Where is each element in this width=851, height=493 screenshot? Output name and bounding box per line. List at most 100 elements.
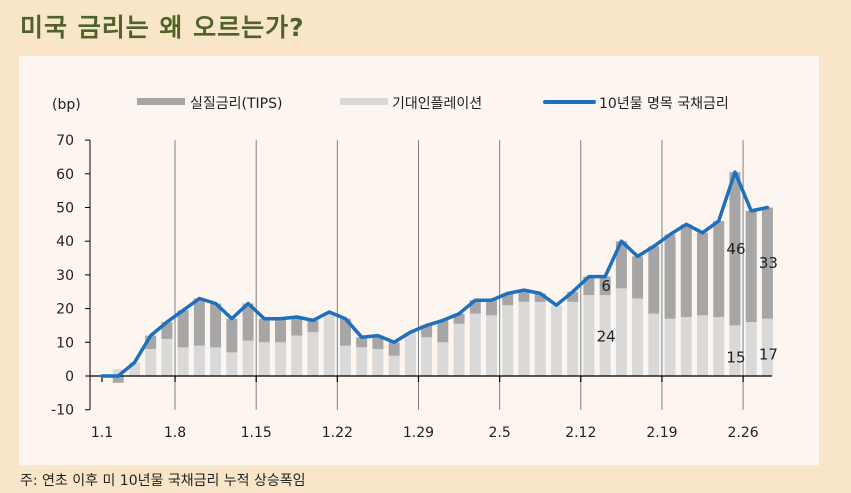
- real-rate-bar: [258, 318, 270, 343]
- inflation-bar: [745, 322, 757, 376]
- inflation-bar: [680, 317, 692, 376]
- y-tick-label: 40: [56, 234, 74, 250]
- real-rate-bar: [226, 318, 238, 353]
- inflation-bar: [258, 342, 270, 376]
- x-tick-label: 2.12: [565, 425, 596, 441]
- inflation-bar: [388, 355, 400, 376]
- real-rate-bar: [502, 293, 514, 306]
- x-tick-label: 1.15: [241, 425, 272, 441]
- real-rate-bar: [745, 210, 757, 323]
- y-axis: -10 0 10 20 30 40 50 60 70: [51, 133, 91, 419]
- inflation-bar: [615, 288, 627, 376]
- real-rate-bar: [210, 303, 222, 348]
- real-rate-bar: [615, 241, 627, 289]
- real-rate-bar: [697, 232, 709, 316]
- inflation-bar: [193, 345, 205, 376]
- real-rate-bar: [307, 320, 319, 333]
- real-rate-bar: [421, 325, 433, 338]
- inflation-bar: [404, 332, 416, 376]
- real-rate-bar: [761, 207, 773, 319]
- legend: (bp) 실질금리(TIPS) 기대인플레이션 10년물 명목 국채금리: [52, 96, 729, 113]
- inflation-bar: [583, 295, 595, 376]
- data-label: 17: [759, 345, 778, 363]
- real-rate-bar: [453, 313, 465, 324]
- y-tick-label: 50: [56, 201, 74, 217]
- inflation-bar: [112, 369, 124, 376]
- data-annotations: 6 24 46 15 33 17: [597, 240, 778, 367]
- inflation-bar: [177, 347, 189, 376]
- inflation-bar: [226, 352, 238, 376]
- chart-panel: (bp) 실질금리(TIPS) 기대인플레이션 10년물 명목 국채금리 -10…: [19, 56, 819, 465]
- inflation-bar: [145, 349, 157, 376]
- legend-label-inflation: 기대인플레이션: [392, 96, 482, 112]
- inflation-bar: [161, 338, 173, 376]
- y-tick-label: 70: [56, 133, 74, 149]
- inflation-bar: [242, 340, 254, 376]
- real-rate-bar: [242, 303, 254, 341]
- inflation-bar: [550, 305, 562, 376]
- real-rate-bar: [469, 300, 481, 314]
- real-rate-bar: [372, 335, 384, 350]
- inflation-bar: [421, 337, 433, 376]
- inflation-bar: [307, 332, 319, 376]
- x-tick-label: 2.5: [489, 425, 511, 441]
- inflation-bar: [697, 315, 709, 376]
- inflation-bar: [437, 342, 449, 376]
- real-rate-bar: [161, 322, 173, 339]
- inflation-bar: [599, 295, 611, 376]
- stacked-bar-line-chart: (bp) 실질금리(TIPS) 기대인플레이션 10년물 명목 국채금리 -10…: [51, 96, 778, 441]
- inflation-bar: [648, 313, 660, 376]
- x-tick-label: 1.22: [322, 425, 353, 441]
- inflation-bar: [534, 301, 546, 376]
- inflation-bar: [469, 313, 481, 376]
- real-rate-bar: [534, 293, 546, 302]
- vertical-gridlines: [101, 140, 744, 410]
- x-tick-label: 2.26: [727, 425, 758, 441]
- data-label: 24: [597, 328, 616, 346]
- real-rate-bar: [729, 172, 741, 326]
- legend-swatch-real: [137, 98, 185, 105]
- real-rate-bar: [567, 291, 579, 302]
- real-rate-bar: [680, 224, 692, 318]
- inflation-bar: [128, 362, 140, 376]
- legend-swatch-inflation: [340, 98, 388, 105]
- real-rate-bar: [599, 276, 611, 296]
- real-rate-bar: [112, 376, 124, 383]
- real-rate-bar: [713, 220, 725, 318]
- y-axis-unit-label: (bp): [52, 97, 81, 113]
- inflation-bar: [632, 298, 644, 376]
- inflation-bar: [729, 325, 741, 376]
- inflation-bar: [372, 349, 384, 376]
- x-axis-labels: 1.1 1.8 1.15 1.22 1.29 2.5 2.12 2.19 2.26: [91, 425, 759, 441]
- x-tick-label: 2.19: [646, 425, 677, 441]
- nominal-yield-line: [100, 170, 770, 378]
- real-rate-bar: [275, 318, 287, 343]
- bars: [112, 172, 773, 383]
- inflation-bar: [518, 301, 530, 376]
- data-label: 33: [759, 254, 778, 272]
- real-rate-bar: [177, 310, 189, 348]
- real-rate-bar: [583, 276, 595, 296]
- inflation-bar: [210, 347, 222, 376]
- x-tick-label: 1.1: [91, 425, 113, 441]
- real-rate-bar: [339, 318, 351, 346]
- real-rate-bar: [388, 342, 400, 356]
- inflation-bar: [713, 317, 725, 376]
- real-rate-bar: [632, 256, 644, 299]
- real-rate-bar: [356, 337, 368, 348]
- inflation-bar: [453, 323, 465, 376]
- data-label: 46: [726, 240, 745, 258]
- data-label: 6: [601, 277, 611, 295]
- real-rate-bar: [486, 300, 498, 316]
- legend-label-real: 실질금리(TIPS): [190, 96, 282, 112]
- real-rate-bar: [193, 298, 205, 346]
- real-rate-bar: [145, 335, 157, 350]
- y-tick-label: -10: [51, 403, 74, 419]
- y-tick-label: 10: [56, 335, 74, 351]
- real-rate-bar: [518, 290, 530, 302]
- inflation-bar: [502, 305, 514, 376]
- y-tick-label: 30: [56, 268, 74, 284]
- x-tick-label: 1.29: [403, 425, 434, 441]
- y-tick-label: 60: [56, 167, 74, 183]
- inflation-bar: [356, 347, 368, 376]
